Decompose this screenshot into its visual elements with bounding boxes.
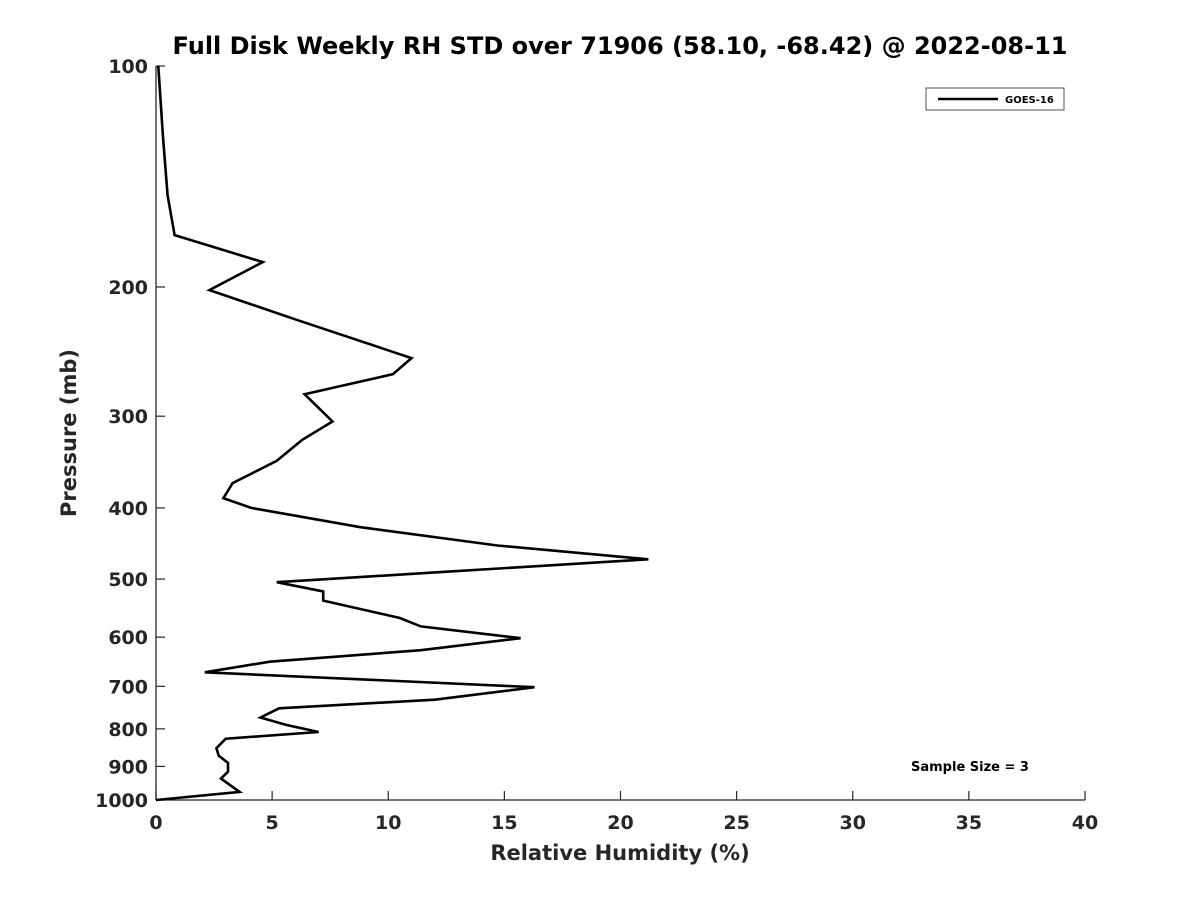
x-tick-label: 20 <box>607 812 633 834</box>
y-tick-label: 900 <box>108 756 148 778</box>
x-tick-label: 30 <box>840 812 866 834</box>
y-axis-label: Pressure (mb) <box>57 349 81 517</box>
y-tick-label: 400 <box>108 498 148 520</box>
y-tick-label: 600 <box>108 627 148 649</box>
legend-label-goes-16: GOES-16 <box>1005 95 1054 106</box>
x-tick-label: 35 <box>956 812 982 834</box>
y-tick-label: 200 <box>108 277 148 299</box>
chart-title: Full Disk Weekly RH STD over 71906 (58.1… <box>173 32 1068 60</box>
x-ticks: 0 5 10 15 20 25 30 35 40 <box>149 791 1098 834</box>
y-tick-label: 100 <box>108 56 148 78</box>
y-tick-label: 500 <box>108 569 148 591</box>
axes: 0 5 10 15 20 25 30 35 40 100 200 300 400 500 600 700 80… <box>95 56 1098 834</box>
legend: GOES-16 <box>925 87 1065 111</box>
x-tick-label: 40 <box>1072 812 1098 834</box>
series-line-goes-16 <box>155 65 649 802</box>
x-tick-label: 10 <box>375 812 401 834</box>
x-tick-label: 0 <box>149 812 162 834</box>
y-tick-label: 1000 <box>95 790 148 812</box>
x-tick-label: 25 <box>723 812 749 834</box>
y-tick-label: 700 <box>108 676 148 698</box>
series-layer <box>155 65 649 802</box>
x-axis-label: Relative Humidity (%) <box>490 841 749 865</box>
y-ticks: 100 200 300 400 500 600 700 800 900 1000 <box>95 56 165 812</box>
sample-size-annotation: Sample Size = 3 <box>911 760 1029 775</box>
y-tick-label: 300 <box>108 406 148 428</box>
x-tick-label: 15 <box>491 812 517 834</box>
x-tick-label: 5 <box>266 812 279 834</box>
y-tick-label: 800 <box>108 719 148 741</box>
